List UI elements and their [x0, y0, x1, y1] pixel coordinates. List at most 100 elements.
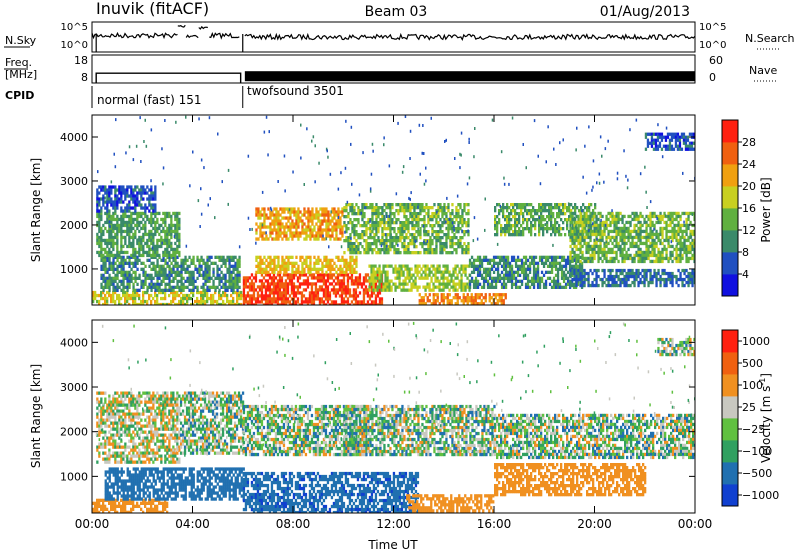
range-gate-cell [301, 213, 304, 217]
range-gate-cell [536, 276, 540, 280]
range-gate-cell [160, 290, 163, 295]
range-gate-cell [289, 216, 292, 220]
range-gate-cell [269, 225, 272, 229]
range-gate-cell [371, 221, 374, 225]
range-gate-cell [518, 221, 521, 225]
range-gate-cell [496, 264, 500, 268]
range-gate-cell [126, 226, 129, 231]
range-gate-cell [357, 233, 360, 237]
range-gate-cell [236, 264, 239, 268]
range-gate-cell [465, 245, 468, 249]
range-gate-cell [110, 214, 113, 219]
range-gate-cell [391, 218, 394, 222]
range-gate-cell [172, 258, 175, 262]
range-gate-cell [226, 279, 229, 283]
range-gate-cell [112, 241, 115, 246]
range-gate-cell [437, 236, 440, 240]
range-gate-cell [186, 270, 189, 274]
range-gate-cell [643, 253, 646, 258]
range-gate-cell [269, 213, 272, 217]
range-gate-cell [372, 303, 376, 305]
range-gate-cell [609, 211, 612, 216]
range-gate-cell [520, 258, 524, 262]
range-gate-cell [152, 235, 155, 240]
range-gate-cell [631, 235, 634, 240]
range-gate-cell [416, 288, 419, 292]
range-gate-cell [236, 302, 239, 305]
range-gate-cell [236, 290, 239, 295]
range-gate-cell [210, 276, 213, 280]
range-gate-cell [421, 209, 424, 213]
range-gate-cell [166, 226, 169, 231]
range-gate-cell [484, 296, 487, 300]
range-gate-cell [150, 188, 153, 192]
range-gate-cell [210, 296, 213, 301]
range-gate-cell [417, 233, 420, 237]
range-gate-cell [484, 293, 487, 297]
range-gate-cell [138, 211, 141, 216]
range-gate-cell [152, 296, 155, 301]
range-gate-cell [120, 197, 123, 201]
range-gate-cell [116, 293, 119, 298]
range-gate-cell [512, 206, 515, 210]
range-gate-cell [114, 188, 117, 192]
range-gate-cell [657, 214, 660, 219]
range-gate-cell [603, 232, 606, 237]
range-gate-cell [319, 231, 322, 235]
range-gate-cell [296, 291, 300, 295]
range-gate-cell [418, 302, 421, 305]
range-gate-cell [584, 218, 587, 222]
range-gate-cell [236, 267, 239, 271]
range-gate-cell [270, 276, 274, 280]
range-gate-cell [293, 210, 296, 214]
range-gate-cell [295, 210, 298, 214]
range-gate-cell [118, 197, 121, 201]
range-gate-cell [395, 218, 398, 222]
range-gate-cell [317, 261, 320, 265]
range-gate-cell [326, 273, 330, 277]
range-gate-cell [150, 194, 153, 198]
range-gate-cell [421, 203, 424, 207]
range-gate-cell [601, 238, 604, 243]
range-gate-cell [403, 215, 406, 219]
range-gate-cell [546, 276, 550, 280]
range-gate-cell [100, 267, 103, 271]
range-gate-cell [106, 197, 109, 201]
range-gate-cell [353, 230, 356, 234]
range-gate-cell [176, 214, 179, 219]
range-gate-cell [496, 279, 500, 283]
range-gate-cell [336, 273, 340, 277]
range-gate-cell [142, 232, 145, 237]
freq-segment-2 [244, 71, 695, 82]
range-gate-cell [156, 250, 159, 255]
range-gate-cell [500, 270, 504, 274]
range-gate-cell [190, 276, 193, 280]
range-gate-cell [522, 227, 525, 231]
range-gate-cell [578, 261, 582, 265]
range-gate-cell [126, 293, 129, 298]
range-gate-cell [447, 227, 450, 231]
range-gate-cell [296, 297, 300, 301]
range-gate-cell [330, 288, 334, 292]
range-gate-cell [623, 232, 626, 237]
range-gate-cell [568, 215, 571, 219]
range-gate-cell [457, 221, 460, 225]
range-gate-cell [585, 244, 588, 249]
range-gate-cell [285, 261, 288, 265]
range-gate-cell [629, 241, 632, 246]
range-gate-cell [178, 211, 181, 216]
range-gate-cell [98, 191, 101, 195]
range-gate-cell [120, 191, 123, 195]
range-gate-cell [623, 253, 626, 258]
range-gate-cell [344, 300, 348, 304]
range-gate-cell [492, 264, 496, 268]
range-gate-cell [104, 226, 107, 231]
range-gate-cell [653, 247, 656, 252]
range-gate-cell [160, 296, 163, 301]
range-gate-cell [346, 297, 350, 301]
range-gate-cell [362, 297, 366, 301]
range-gate-cell [305, 225, 308, 229]
range-gate-cell [621, 217, 624, 222]
range-gate-cell [583, 211, 586, 216]
range-gate-cell [208, 296, 211, 301]
